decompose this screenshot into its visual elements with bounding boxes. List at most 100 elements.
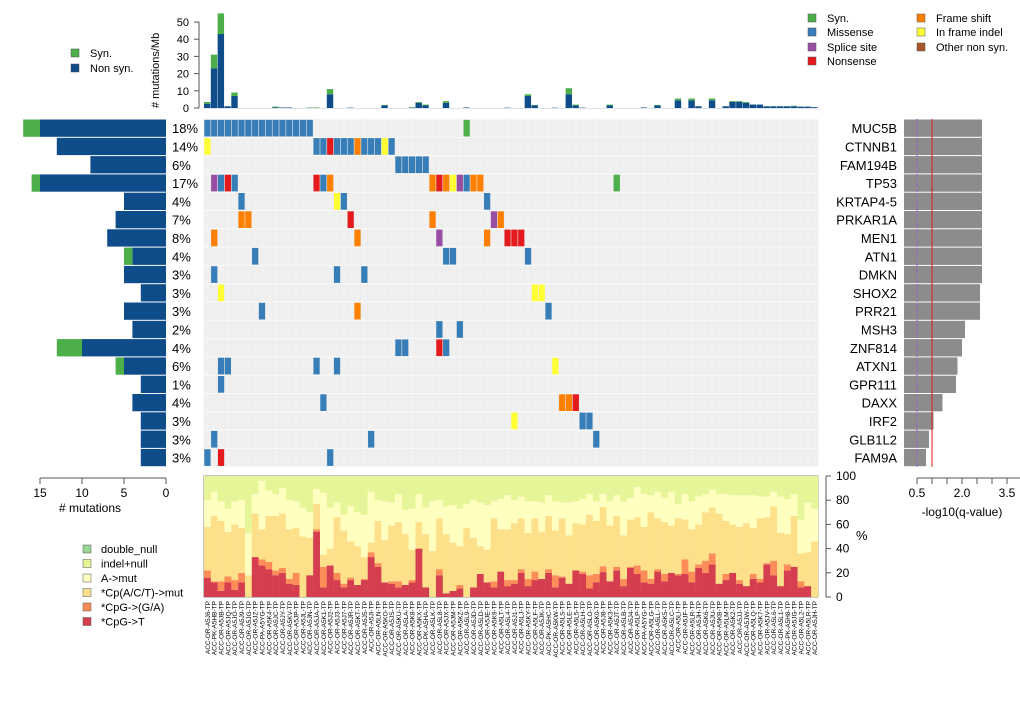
spectrum-segment-cpg-ga	[313, 529, 321, 532]
legend-swatch-double-null	[82, 544, 92, 554]
sample-label: ACC-OR-A5JD-TP	[471, 601, 478, 655]
spectrum-segment-cpg-t	[708, 564, 716, 597]
spectrum-segment-cpg-t	[354, 584, 362, 597]
heatmap-cell-nonsense	[572, 394, 579, 411]
spectrum-segment-cpg-ga	[333, 572, 341, 581]
heatmap-cell-missense	[484, 193, 491, 210]
legend-label-non-syn: Non syn.	[90, 63, 133, 75]
heatmap-cell-missense	[320, 394, 327, 411]
spectrum-segment-cpg-t	[367, 557, 375, 597]
sample-label: ACC-OR-A5JL-TP	[300, 601, 307, 654]
left-axis-tick-label: 15	[33, 486, 47, 500]
qvalue-bar	[904, 137, 982, 156]
spectrum-segment-cpg-t	[224, 582, 232, 597]
sample-label: ACC-OR-A5LR-TP	[689, 601, 696, 656]
spectrum-segment-indel-null	[354, 476, 362, 513]
qvalue-bar	[904, 174, 982, 192]
spectrum-segment-indel-null	[606, 476, 614, 502]
spectrum-segment-a-mut	[381, 501, 389, 541]
heatmap-cell-missense	[279, 119, 286, 137]
spectrum-segment-indel-null	[490, 476, 498, 502]
top-bar-non-syn	[272, 107, 279, 108]
spectrum-segment-cpa-mut	[667, 525, 675, 573]
mutation-spectrum-bars	[203, 475, 819, 598]
spectrum-segment-a-mut	[408, 508, 416, 550]
spectrum-segment-cpa-mut	[688, 529, 696, 572]
spectrum-segment-indel-null	[217, 476, 225, 502]
gene-name-label: PRKAR1A	[836, 213, 897, 228]
spectrum-segment-cpg-t	[558, 577, 566, 597]
spectrum-segment-cpg-t	[401, 584, 409, 597]
heatmap-cell-missense	[313, 138, 320, 155]
sample-label: ACC-OR-A5LN-TP	[375, 601, 382, 656]
spectrum-segment-indel-null	[729, 476, 737, 496]
spectrum-segment-a-mut	[285, 500, 293, 530]
spectrum-segment-cpg-ga	[695, 564, 703, 568]
spectrum-segment-cpg-ga	[388, 581, 396, 584]
heatmap-cell-missense	[224, 357, 231, 375]
spectrum-segment-indel-null	[770, 476, 778, 492]
top-bar-non-syn	[756, 104, 764, 108]
spectrum-segment-indel-null	[258, 476, 266, 481]
left-bar-syn	[23, 119, 40, 137]
spectrum-segment-a-mut	[763, 496, 771, 518]
spectrum-segment-cpg-t	[790, 566, 798, 597]
heatmap-cell-in-frame-indel	[538, 284, 545, 302]
left-axis-tick-label: 0	[163, 486, 170, 500]
sample-label: ACC-OR-A5JA-TP	[314, 601, 321, 655]
spectrum-segment-indel-null	[626, 476, 634, 498]
heatmap-cell-missense	[265, 119, 272, 137]
spectrum-segment-cpa-mut	[415, 521, 423, 549]
sample-label: ACC-OR-A5K1-TP	[321, 601, 328, 655]
top-bar-non-syn	[531, 105, 538, 108]
spectrum-segment-a-mut	[777, 496, 785, 533]
spectrum-segment-indel-null	[674, 476, 682, 504]
spectrum-segment-cpa-mut	[756, 518, 764, 579]
heatmap-cell-missense	[224, 119, 231, 137]
gene-name-label: FAM9A	[854, 451, 897, 466]
heatmap-cell-missense	[238, 193, 245, 210]
heatmap-cell-missense	[217, 376, 225, 393]
sample-label: ACC-OR-A5KY-TP	[526, 601, 533, 655]
spectrum-segment-indel-null	[497, 476, 505, 499]
spectrum-segment-cpa-mut	[572, 523, 580, 571]
spectrum-segment-indel-null	[442, 476, 450, 507]
spectrum-segment-cpa-mut	[640, 526, 648, 571]
sample-label: ACC-OR-A5J5-TP	[362, 601, 369, 654]
sample-label: ACC-PK-A5H8-TP	[785, 601, 792, 654]
top-bar-non-syn	[524, 95, 532, 108]
heatmap-cell-missense	[313, 357, 320, 375]
gene-name-label: ZNF814	[850, 341, 897, 356]
left-bar-syn	[115, 357, 124, 375]
spectrum-segment-a-mut	[606, 501, 614, 526]
spectrum-segment-a-mut	[415, 494, 423, 522]
legend-label-a-mut: A->mut	[101, 573, 137, 585]
heatmap-cell-missense	[463, 174, 470, 192]
sample-label: ACC-OR-A5LE-TP	[566, 601, 573, 655]
heatmap-cell-missense	[347, 138, 354, 155]
spectrum-segment-cpg-ga	[558, 576, 566, 578]
qvalue-bar	[904, 357, 958, 375]
heatmap-cell-missense	[211, 266, 218, 283]
spectrum-segment-cpa-mut	[367, 542, 375, 553]
spectrum-segment-a-mut	[729, 495, 737, 525]
top-bar-ylabel: # mutations/Mb	[150, 33, 162, 108]
spectrum-segment-cpg-t	[804, 586, 812, 597]
sample-label: ACC-OR-A5J7-TP	[341, 601, 348, 654]
spectrum-segment-indel-null	[244, 476, 252, 533]
spectrum-segment-cpa-mut	[244, 575, 252, 597]
spectrum-segment-cpa-mut	[647, 512, 655, 579]
spectrum-segment-a-mut	[319, 492, 327, 555]
gene-percent-label: 3%	[172, 414, 191, 429]
top-bar-non-syn	[654, 105, 661, 108]
top-axis-tick-label: 0	[183, 103, 189, 115]
spectrum-segment-indel-null	[647, 476, 655, 496]
heatmap-cell-frame-shift	[497, 211, 504, 228]
spectrum-segment-indel-null	[340, 476, 348, 515]
spectrum-segment-a-mut	[661, 497, 669, 522]
spectrum-segment-a-mut	[579, 498, 587, 525]
spectrum-segment-cpg-t	[456, 588, 464, 597]
spectrum-segment-indel-null	[749, 476, 757, 496]
spectrum-segment-cpa-mut	[401, 534, 409, 585]
sample-label: ACC-OR-A5JU-TP	[710, 601, 717, 655]
